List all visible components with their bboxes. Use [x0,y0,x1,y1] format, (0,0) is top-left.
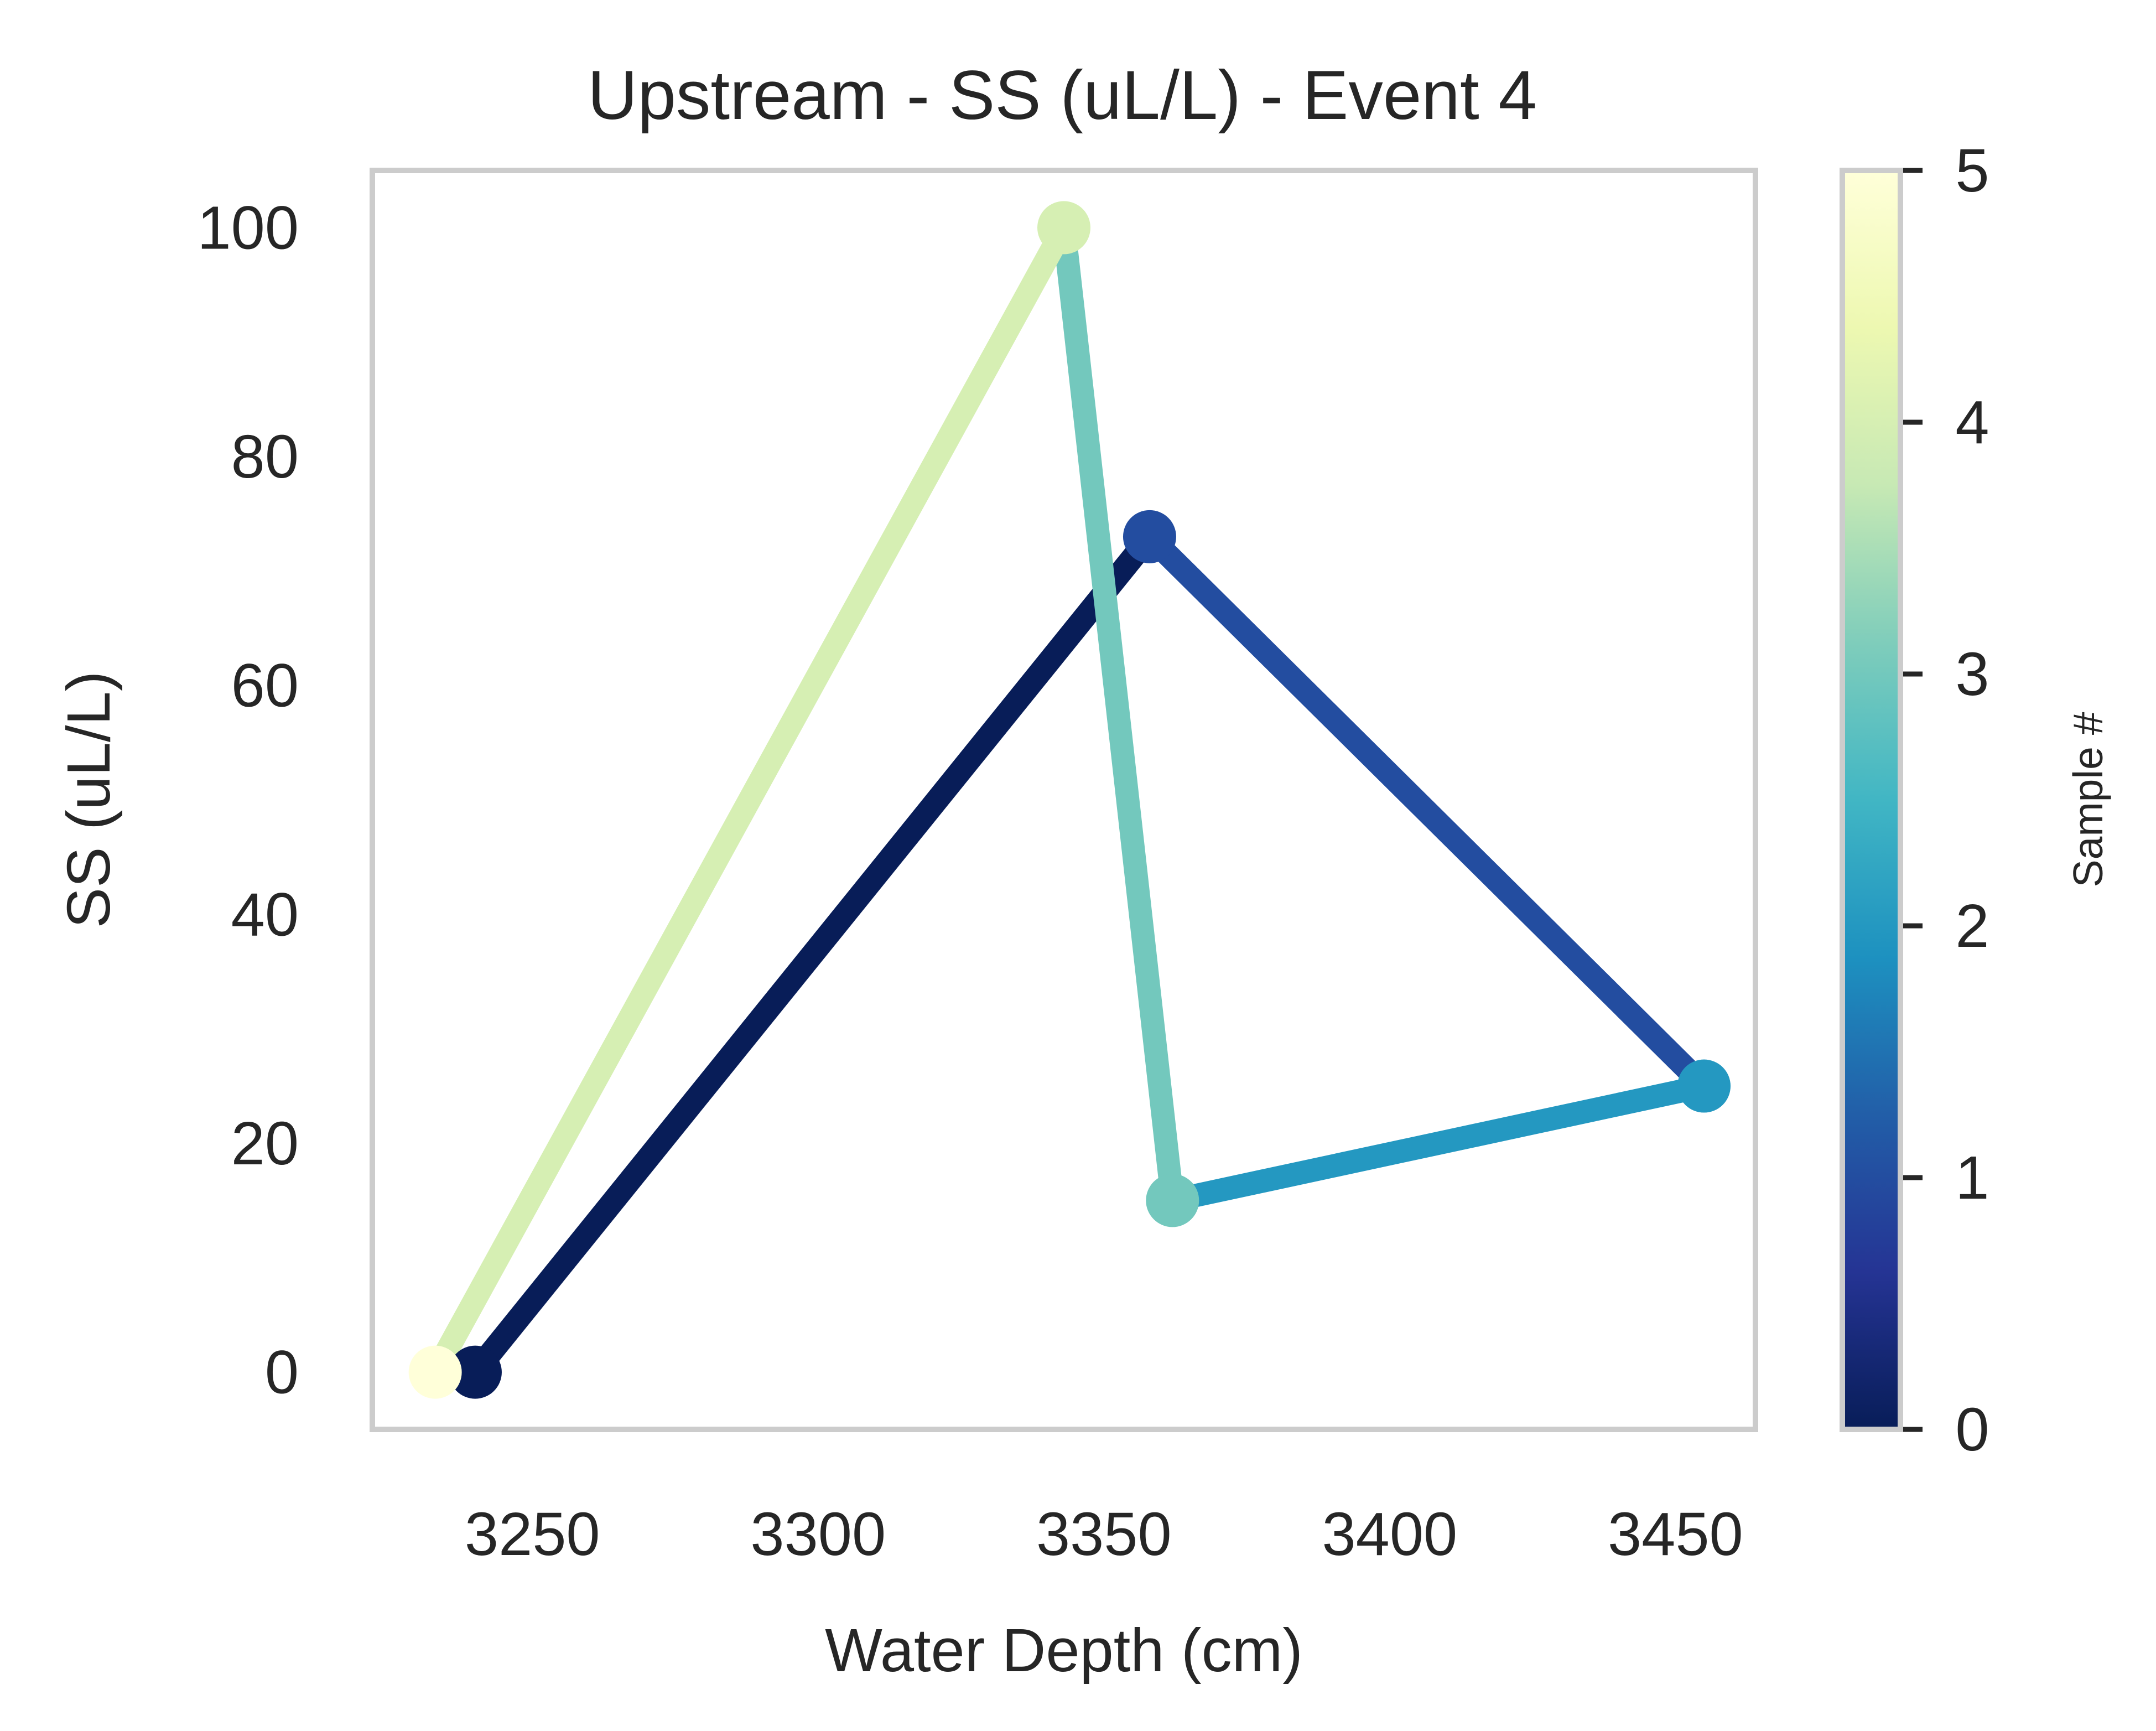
colorbar-ticks: 0 1 2 3 4 5 [1903,137,1989,1464]
chart-title: Upstream - SS (uL/L) - Event 4 [588,57,1537,134]
y-tick-label: 60 [231,652,299,720]
y-axis-label: SS (uL/L) [55,671,123,929]
point-sample-2 [1677,1059,1731,1113]
segment-2-3 [1170,1075,1707,1212]
colorbar-tick-label: 1 [1955,1144,1989,1212]
plot-frame [370,168,1758,1432]
colorbar-label: Sample # [2065,712,2111,887]
y-tick-label: 40 [231,880,299,949]
point-sample-4 [1037,201,1090,255]
colorbar-tick-label: 0 [1955,1396,1989,1464]
colorbar-tick-label: 2 [1955,892,1989,960]
point-sample-1 [1123,510,1176,563]
x-tick-label: 3350 [1036,1500,1172,1568]
x-tick-label: 3450 [1608,1500,1743,1568]
segment-4-5 [425,222,1074,1378]
x-axis-label: Water Depth (cm) [825,1616,1303,1685]
segment-0-1 [466,529,1159,1380]
segment-3-4 [1052,226,1184,1202]
point-sample-5 [408,1345,462,1399]
point-sample-0 [448,1345,502,1399]
y-tick-label: 0 [265,1339,299,1407]
plot-lines [425,222,1712,1380]
x-tick-label: 3300 [750,1500,886,1568]
colorbar-tick-label: 4 [1955,388,1989,457]
y-tick-label: 20 [231,1110,299,1178]
x-tick-label: 3400 [1322,1500,1457,1568]
x-tick-labels: 3250 3300 3350 3400 3450 [465,1500,1743,1568]
point-sample-3 [1146,1174,1199,1227]
colorbar [1840,168,1903,1432]
x-tick-label: 3250 [465,1500,600,1568]
colorbar-tick-label: 3 [1955,640,1989,708]
plot-points [408,201,1731,1399]
y-tick-label: 100 [197,194,299,262]
segment-1-2 [1141,528,1712,1095]
y-tick-label: 80 [231,423,299,491]
y-tick-labels: 0 20 40 60 80 100 [197,194,299,1406]
colorbar-tick-label: 5 [1955,137,1989,205]
